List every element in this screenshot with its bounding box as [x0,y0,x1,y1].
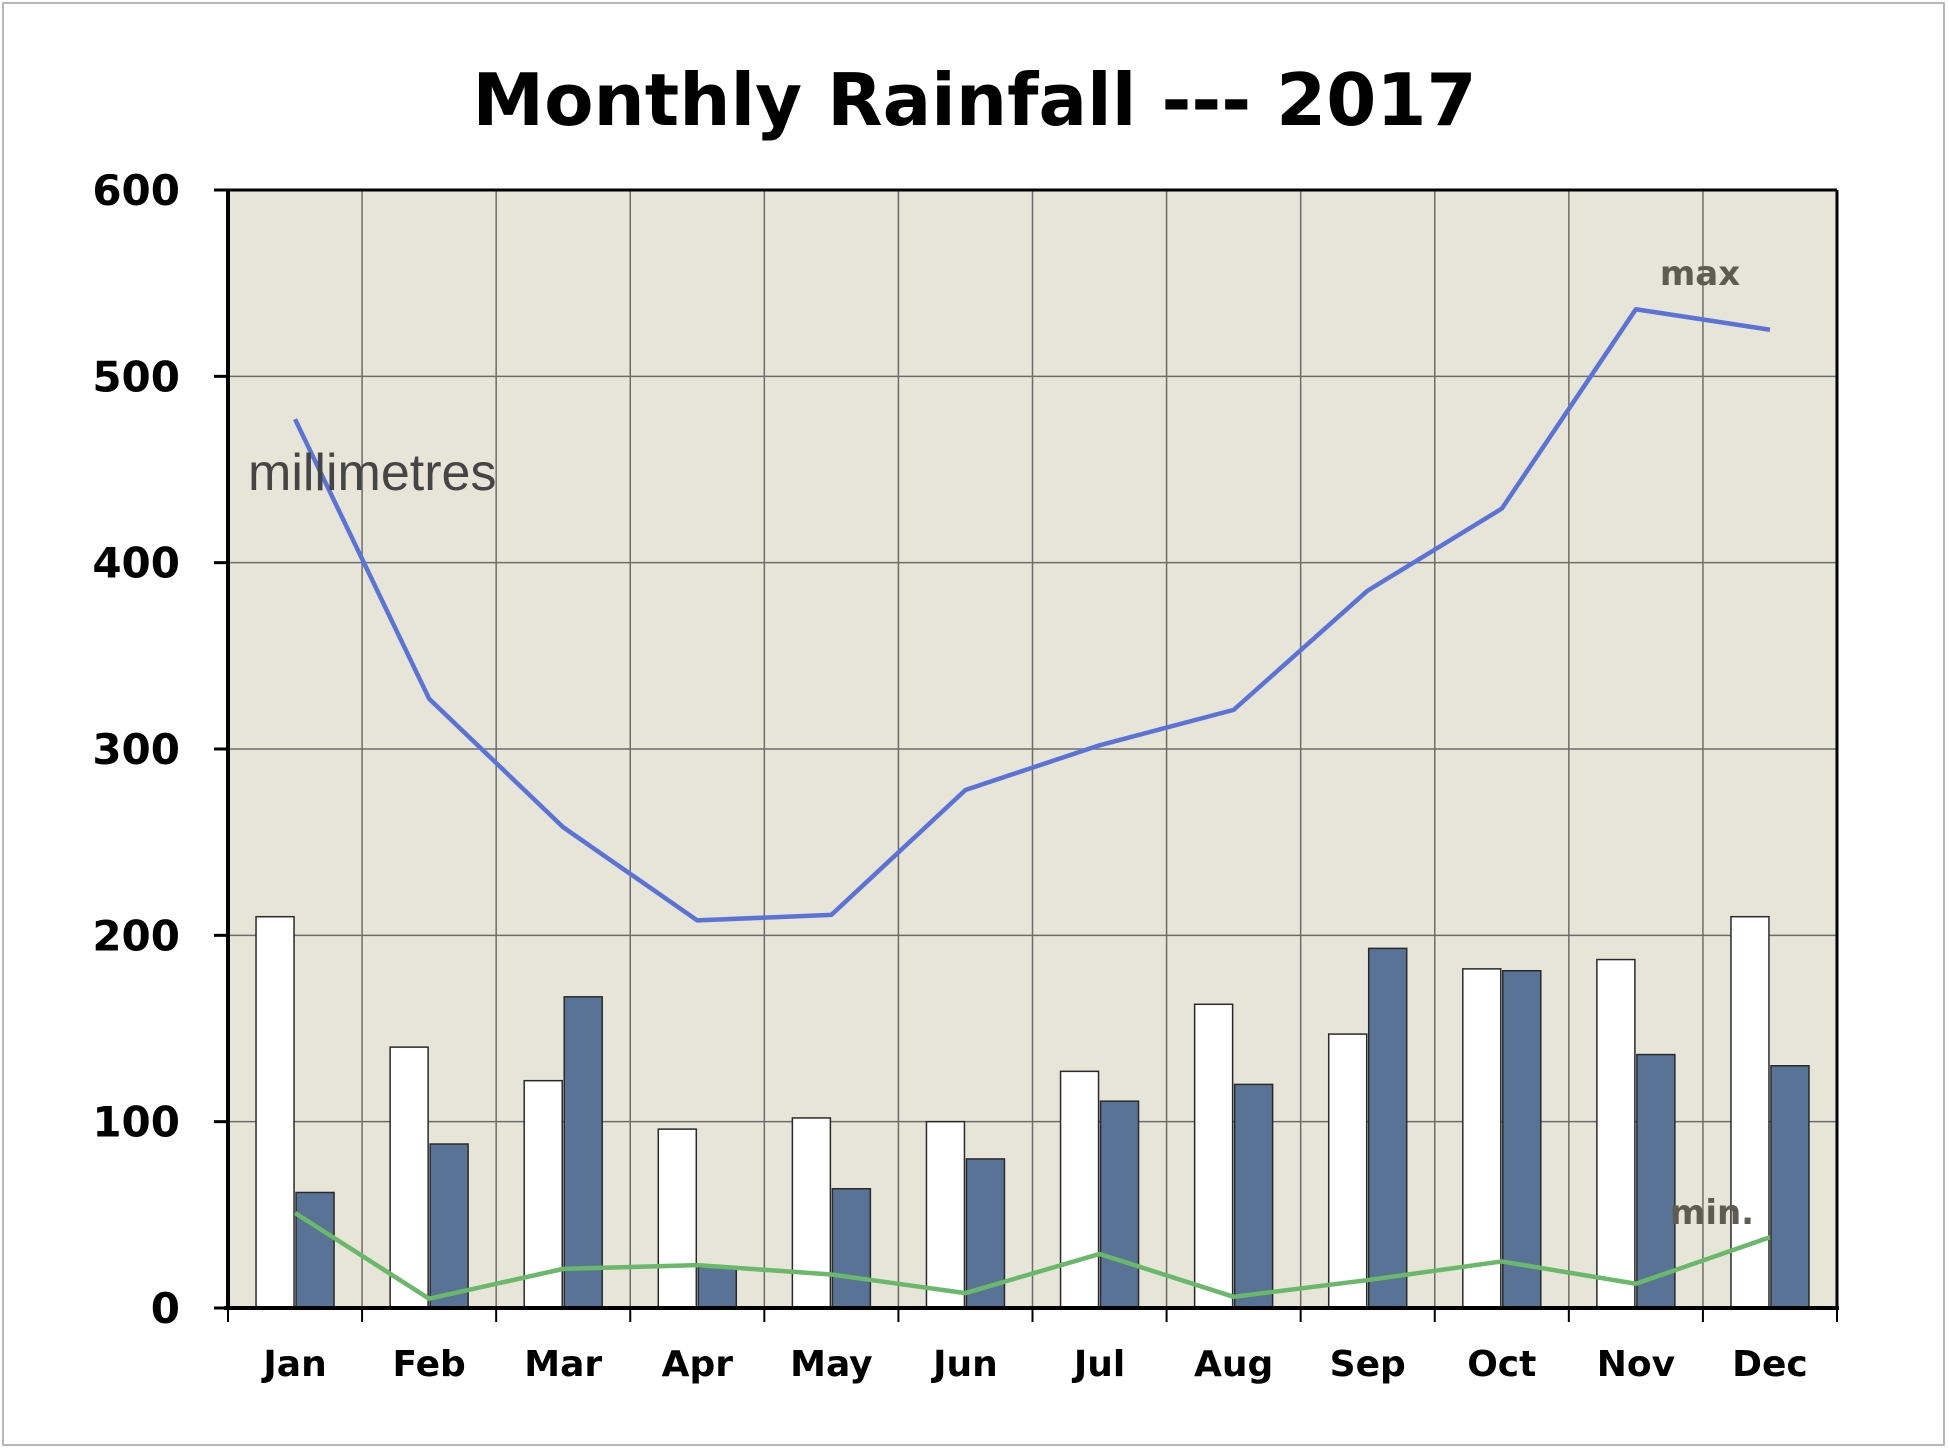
bar-blue-jan [295,1191,335,1309]
bar-white-oct [1462,968,1502,1309]
bar-white-nov [1596,958,1636,1309]
bar-blue-aug [1233,1083,1274,1309]
max-annotation: max [1660,254,1740,294]
y-tick-label: 0 [151,1284,180,1333]
x-tick-label: Oct [1467,1344,1536,1385]
y-tick-label: 300 [92,725,180,774]
x-tick-label: Apr [662,1344,734,1385]
bar-blue-apr [697,1266,738,1309]
x-tick-label: Jul [1071,1344,1125,1385]
bar-white-feb [389,1046,429,1309]
bar-blue-jul [1099,1100,1140,1309]
bar-blue-mar [563,996,603,1309]
bar-blue-dec [1770,1065,1810,1309]
bar-blue-feb [429,1143,469,1309]
x-tick-label: Sep [1330,1344,1406,1385]
y-tick-label: 500 [92,352,180,401]
bar-white-jan [255,915,295,1309]
x-tick-label: Jun [930,1344,998,1385]
x-tick-label: May [790,1344,872,1385]
x-tick-label: Aug [1194,1344,1273,1385]
min-annotation: min. [1670,1193,1754,1233]
x-tick-label: Dec [1732,1344,1808,1385]
x-tick-label: Feb [392,1344,465,1385]
y-tick-label: 200 [92,911,180,960]
bar-blue-may [831,1187,872,1309]
bar-white-may [791,1117,832,1309]
bar-blue-sep [1367,947,1408,1309]
x-tick-label: Mar [524,1344,602,1385]
min-line [293,1211,1771,1301]
bar-white-jun [925,1120,966,1309]
x-tick-label: Nov [1597,1344,1675,1385]
bar-white-jul [1059,1070,1100,1309]
bar-white-apr [657,1128,698,1309]
x-tick-label: Jan [260,1344,326,1385]
bar-white-aug [1193,1003,1234,1309]
y-tick-label: 400 [92,539,180,588]
chart-title: Monthly Rainfall --- 2017 [472,58,1477,142]
bar-blue-oct [1502,969,1542,1309]
unit-annotation: millimetres [248,444,496,502]
y-tick-label: 600 [92,166,180,215]
max-line [293,307,1771,923]
bar-white-sep [1327,1033,1368,1309]
y-tick-label: 100 [92,1098,180,1147]
